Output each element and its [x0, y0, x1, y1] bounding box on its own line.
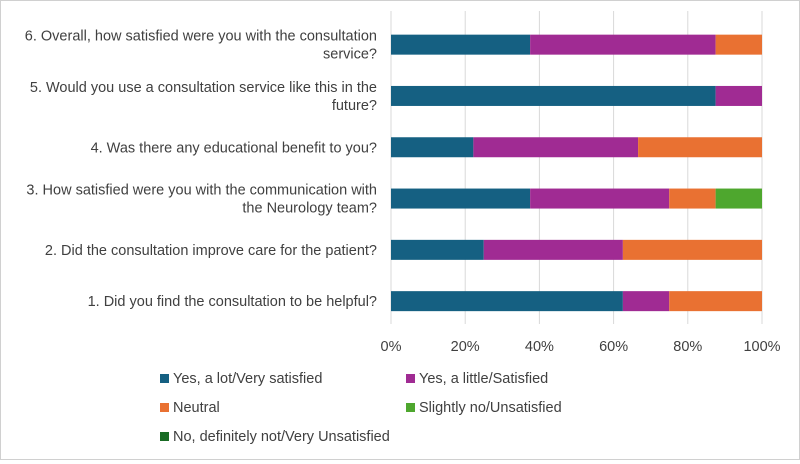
bar-q4-series-3: [669, 188, 716, 209]
x-tick-label: 40%: [525, 339, 554, 355]
x-tick-label: 80%: [673, 339, 702, 355]
bar-q5-series-2: [483, 239, 623, 260]
legend-label: Yes, a little/Satisfied: [419, 371, 548, 387]
x-tick-label: 100%: [743, 339, 780, 355]
legend-label: Yes, a lot/Very satisfied: [173, 371, 322, 387]
bar-q3-series-3: [638, 137, 762, 158]
x-tick-label: 60%: [599, 339, 628, 355]
bar-q6-series-3: [669, 291, 762, 312]
bar-q6-series-2: [622, 291, 670, 312]
legend: Yes, a lot/Very satisfied Yes, a little/S…: [160, 371, 562, 445]
bar-q5-series-3: [622, 239, 762, 260]
legend-swatch: [160, 432, 169, 441]
bar-q3-series-2: [473, 137, 639, 158]
x-tick-label: 20%: [451, 339, 480, 355]
legend-swatch: [160, 403, 169, 412]
bar-q2-series-1: [391, 85, 716, 106]
category-label: 1. Did you find the consultation to be h…: [88, 294, 377, 310]
bar-q1-series-1: [391, 34, 531, 55]
grid-layer: [390, 11, 763, 324]
legend-swatch: [160, 374, 169, 383]
category-label: 3. How satisfied were you with the commu…: [26, 183, 377, 217]
legend-swatch: [406, 374, 415, 383]
legend-label: Neutral: [173, 400, 220, 416]
bar-q1-series-2: [530, 34, 716, 55]
bar-q6-series-1: [391, 291, 623, 312]
legend-label: Slightly no/Unsatisfied: [419, 400, 562, 416]
bar-q4-series-2: [530, 188, 670, 209]
bar-q5-series-1: [391, 239, 484, 260]
legend-swatch: [406, 403, 415, 412]
category-label: 4. Was there any educational benefit to …: [91, 140, 377, 156]
bar-q4-series-4: [715, 188, 762, 209]
bar-q1-series-3: [715, 34, 762, 55]
bar-q3-series-1: [391, 137, 474, 158]
bars-layer: [391, 34, 762, 312]
legend-label: No, definitely not/Very Unsatisfied: [173, 429, 390, 445]
x-axis-ticks: 0% 20% 40% 60% 80% 100%: [381, 339, 781, 355]
bar-q2-series-2: [715, 85, 762, 106]
category-labels: 6. Overall, how satisfied were you with …: [25, 29, 377, 310]
bar-q4-series-1: [391, 188, 531, 209]
category-label: 6. Overall, how satisfied were you with …: [25, 29, 377, 63]
x-tick-label: 0%: [381, 339, 402, 355]
category-label: 5. Would you use a consultation service …: [30, 80, 377, 114]
category-label: 2. Did the consultation improve care for…: [45, 243, 377, 259]
